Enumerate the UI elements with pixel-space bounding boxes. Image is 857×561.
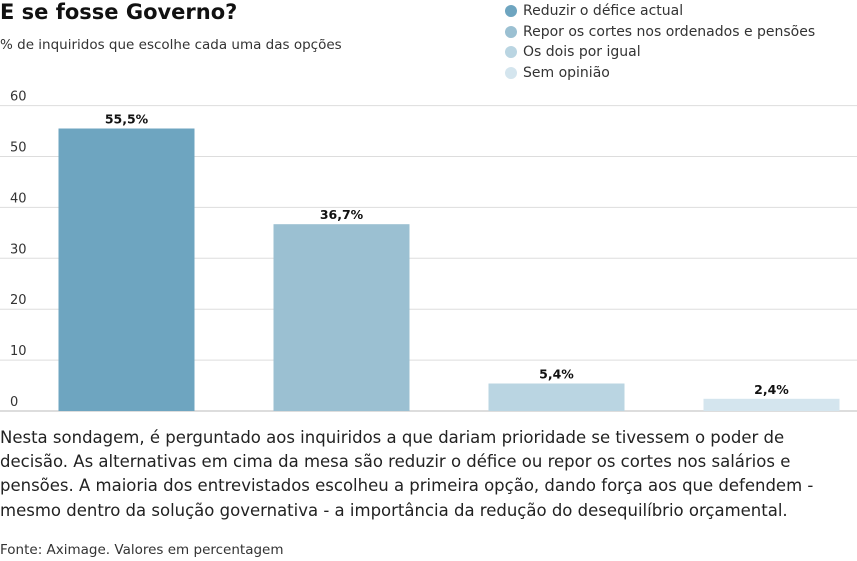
bar [703,398,840,411]
bar-chart: 0 10 20 30 40 50 60 55,5% 36,7% 5,4% 2,4% [0,90,857,412]
y-tick-label: 50 [10,141,27,156]
legend-swatch [505,5,517,18]
y-tick-label: 20 [10,293,27,308]
y-tick-label: 10 [10,344,27,359]
chart-title: E se fosse Governo? [0,0,238,24]
bar [488,383,625,411]
legend-item-sem-opiniao: Sem opinião [505,63,815,84]
bar [273,224,410,411]
data-label: 2,4% [754,382,789,397]
legend-swatch [505,66,517,79]
data-label: 55,5% [105,112,149,127]
y-tick-label: 60 [10,90,27,105]
bar [58,128,195,411]
data-label: 5,4% [539,367,574,382]
legend-label: Repor os cortes nos ordenados e pensões [523,23,816,40]
legend: Reduzir o défice actual Repor os cortes … [505,1,815,83]
legend-label: Sem opinião [523,64,610,81]
legend-item-repor: Repor os cortes nos ordenados e pensões [505,22,815,43]
data-label: 36,7% [320,207,364,222]
chart-description: Nesta sondagem, é perguntado aos inquiri… [0,428,814,520]
legend-item-reduzir: Reduzir o défice actual [505,1,815,22]
legend-label: Reduzir o défice actual [523,3,684,20]
legend-label: Os dois por igual [523,44,641,61]
legend-item-ambos: Os dois por igual [505,42,815,63]
y-tick-label: 0 [10,395,18,410]
y-tick-label: 40 [10,191,27,206]
legend-swatch [505,46,517,59]
legend-swatch [505,25,517,38]
source-note: Fonte: Aximage. Valores em percentagem [0,542,284,558]
y-tick-label: 30 [10,242,27,257]
chart-subtitle: % de inquiridos que escolhe cada uma das… [0,37,342,53]
